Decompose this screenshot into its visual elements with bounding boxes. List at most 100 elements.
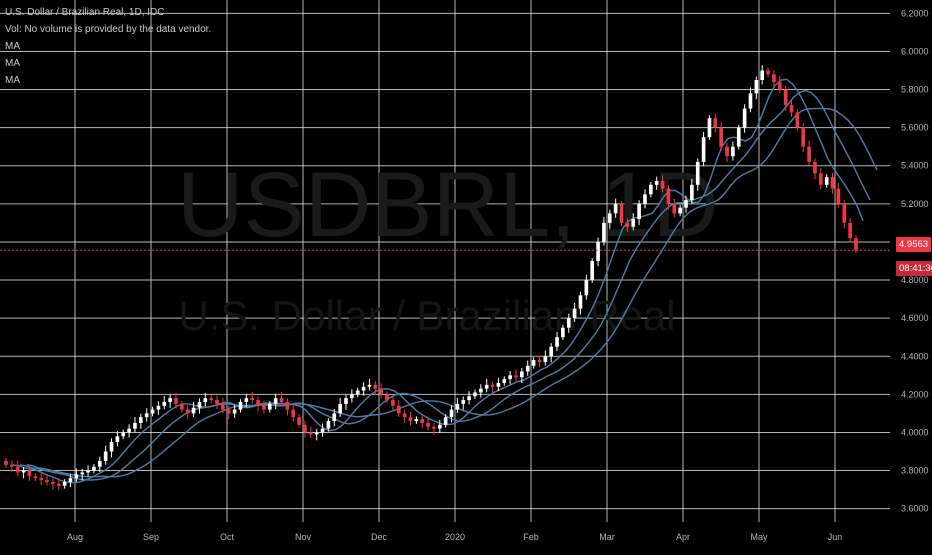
candle-body xyxy=(74,474,79,479)
candle-body xyxy=(807,146,811,162)
candle-body xyxy=(320,428,325,433)
watermark-symbol: USDBRL, 1D xyxy=(177,154,719,256)
candle-body xyxy=(854,238,858,251)
price-tick-label: 5.2000 xyxy=(901,199,929,209)
candle-body xyxy=(221,403,225,410)
candle-body xyxy=(566,318,571,328)
candle-body xyxy=(590,261,595,281)
candle-body xyxy=(51,481,55,484)
candle-body xyxy=(297,417,301,425)
candle-body xyxy=(350,394,354,399)
legend-ma-2[interactable]: MA xyxy=(5,58,20,69)
price-tick-label: 4.0000 xyxy=(901,427,929,437)
candle-body xyxy=(701,137,706,162)
candle-body xyxy=(4,461,8,465)
last-price-tag: 4.9563 xyxy=(896,237,932,252)
candle-body xyxy=(344,398,348,404)
candles xyxy=(4,65,858,491)
candle-body xyxy=(33,476,38,479)
candle-body xyxy=(103,451,108,462)
candle-body xyxy=(150,409,155,414)
time-tick-label: Feb xyxy=(523,532,539,542)
candle-body xyxy=(572,308,577,319)
time-tick-label: Nov xyxy=(295,532,312,542)
candle-body xyxy=(326,421,331,429)
candle-body xyxy=(168,398,172,402)
candle-body xyxy=(619,203,624,223)
candle-body xyxy=(121,432,126,437)
candle-body xyxy=(396,405,401,414)
time-axis[interactable]: Aug Sep Oct Nov Dec 2020 Feb Mar Apr May Jun xyxy=(67,532,842,542)
price-tick-label: 6.0000 xyxy=(901,46,929,56)
candle-body xyxy=(443,417,448,425)
candle-body xyxy=(197,401,202,408)
candle-body xyxy=(162,401,167,406)
price-tick-label: 3.8000 xyxy=(901,466,929,476)
candle-body xyxy=(180,403,184,410)
candle-body xyxy=(789,104,794,113)
price-tick-label: 5.6000 xyxy=(901,123,929,133)
candle-body xyxy=(109,441,114,452)
candle-body xyxy=(426,422,430,427)
candle-body xyxy=(449,409,454,418)
candle-body xyxy=(473,392,477,397)
candle-body xyxy=(420,419,425,423)
candle-body xyxy=(238,401,243,410)
candle-body xyxy=(10,464,14,467)
candle-body xyxy=(707,118,712,138)
candle-body xyxy=(45,480,49,482)
legend-volume-note[interactable]: Vol: No volume is provided by the data v… xyxy=(5,24,212,35)
candle-body xyxy=(584,280,589,296)
candle-body xyxy=(731,146,735,157)
candle-body xyxy=(549,346,553,357)
candle-body xyxy=(824,177,829,185)
candle-body xyxy=(215,400,219,404)
candle-body xyxy=(514,375,518,378)
candle-body xyxy=(226,409,231,414)
candle-body xyxy=(613,203,618,214)
candle-body xyxy=(373,384,378,389)
price-tick-label: 4.2000 xyxy=(901,389,929,399)
candle-body xyxy=(819,173,823,185)
candle-body xyxy=(21,470,26,473)
time-tick-label: May xyxy=(750,532,768,542)
candle-body xyxy=(496,382,501,387)
candle-body xyxy=(309,432,313,435)
candle-body xyxy=(760,70,765,81)
candle-body xyxy=(244,398,249,402)
legend-ma-3[interactable]: MA xyxy=(5,75,20,86)
time-tick-label: Dec xyxy=(371,532,388,542)
candle-body xyxy=(842,203,847,223)
candle-body xyxy=(27,470,32,477)
candle-body xyxy=(537,360,542,362)
candle-body xyxy=(695,161,700,185)
candle-body xyxy=(479,388,483,393)
candle-body xyxy=(379,388,383,395)
candle-body xyxy=(754,80,759,94)
candle-body xyxy=(367,384,372,387)
candle-body xyxy=(736,127,741,147)
legend-ma-1[interactable]: MA xyxy=(5,41,20,52)
legend-title[interactable]: U.S. Dollar / Brazilian Real, 1D, IDC xyxy=(5,7,165,18)
candle-body xyxy=(285,401,290,410)
candle-body xyxy=(713,118,718,128)
candle-body xyxy=(332,413,337,422)
candle-body xyxy=(684,200,688,208)
candle-body xyxy=(361,386,366,391)
time-tick-label: Oct xyxy=(220,532,235,542)
candle-body xyxy=(97,461,102,467)
candle-body xyxy=(649,184,653,195)
price-tick-label: 6.2000 xyxy=(901,8,929,18)
candle-body xyxy=(133,422,137,429)
candle-body xyxy=(68,478,73,482)
candle-body xyxy=(267,403,272,410)
candle-body xyxy=(602,222,606,242)
candle-body xyxy=(543,356,548,362)
candle-body xyxy=(191,407,196,414)
time-tick-label: Sep xyxy=(143,532,159,542)
candle-body xyxy=(666,188,671,204)
candle-body xyxy=(461,400,466,404)
candle-body xyxy=(596,241,600,261)
